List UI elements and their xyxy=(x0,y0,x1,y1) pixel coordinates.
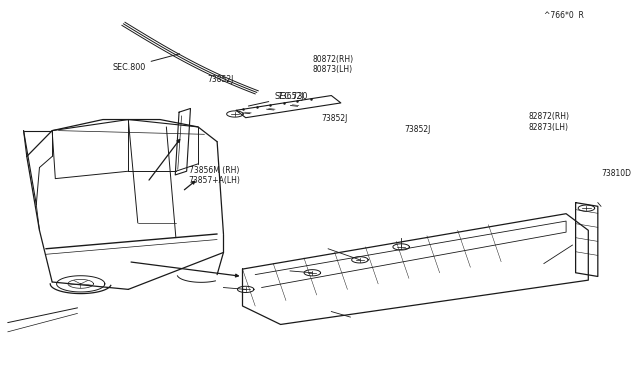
Text: 73652J: 73652J xyxy=(277,92,304,101)
Text: 73856M (RH)
73857+A(LH): 73856M (RH) 73857+A(LH) xyxy=(189,166,241,185)
Text: 82872(RH)
82873(LH): 82872(RH) 82873(LH) xyxy=(528,112,569,132)
Text: 73810D: 73810D xyxy=(601,169,631,177)
Text: 73852J: 73852J xyxy=(207,76,234,84)
Text: 80872(RH)
80873(LH): 80872(RH) 80873(LH) xyxy=(312,55,353,74)
Text: SEC.800: SEC.800 xyxy=(113,54,180,72)
Text: 73852J: 73852J xyxy=(322,114,348,123)
Text: 73852J: 73852J xyxy=(404,125,431,134)
Text: SEC.730: SEC.730 xyxy=(248,92,308,106)
Text: ^766*0  R: ^766*0 R xyxy=(544,11,584,20)
